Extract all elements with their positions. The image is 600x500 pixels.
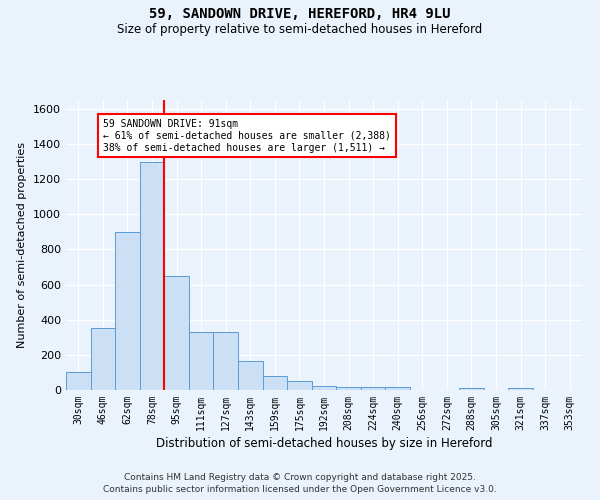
Bar [140,162,164,390]
Text: 59, SANDOWN DRIVE, HEREFORD, HR4 9LU: 59, SANDOWN DRIVE, HEREFORD, HR4 9LU [149,8,451,22]
Bar [263,376,287,390]
Bar [115,232,140,390]
Bar [508,388,533,390]
Y-axis label: Number of semi-detached properties: Number of semi-detached properties [17,142,28,348]
Bar [459,388,484,390]
Bar [287,381,312,390]
Bar [214,332,238,390]
Bar [336,388,361,390]
Text: 59 SANDOWN DRIVE: 91sqm
← 61% of semi-detached houses are smaller (2,388)
38% of: 59 SANDOWN DRIVE: 91sqm ← 61% of semi-de… [103,120,391,152]
Bar [91,328,115,390]
Text: Contains HM Land Registry data © Crown copyright and database right 2025.: Contains HM Land Registry data © Crown c… [124,472,476,482]
Bar [164,276,189,390]
Bar [361,388,385,390]
Bar [385,388,410,390]
X-axis label: Distribution of semi-detached houses by size in Hereford: Distribution of semi-detached houses by … [156,437,492,450]
Text: Contains public sector information licensed under the Open Government Licence v3: Contains public sector information licen… [103,485,497,494]
Bar [312,386,336,390]
Bar [238,361,263,390]
Text: Size of property relative to semi-detached houses in Hereford: Size of property relative to semi-detach… [118,22,482,36]
Bar [66,372,91,390]
Bar [189,332,214,390]
